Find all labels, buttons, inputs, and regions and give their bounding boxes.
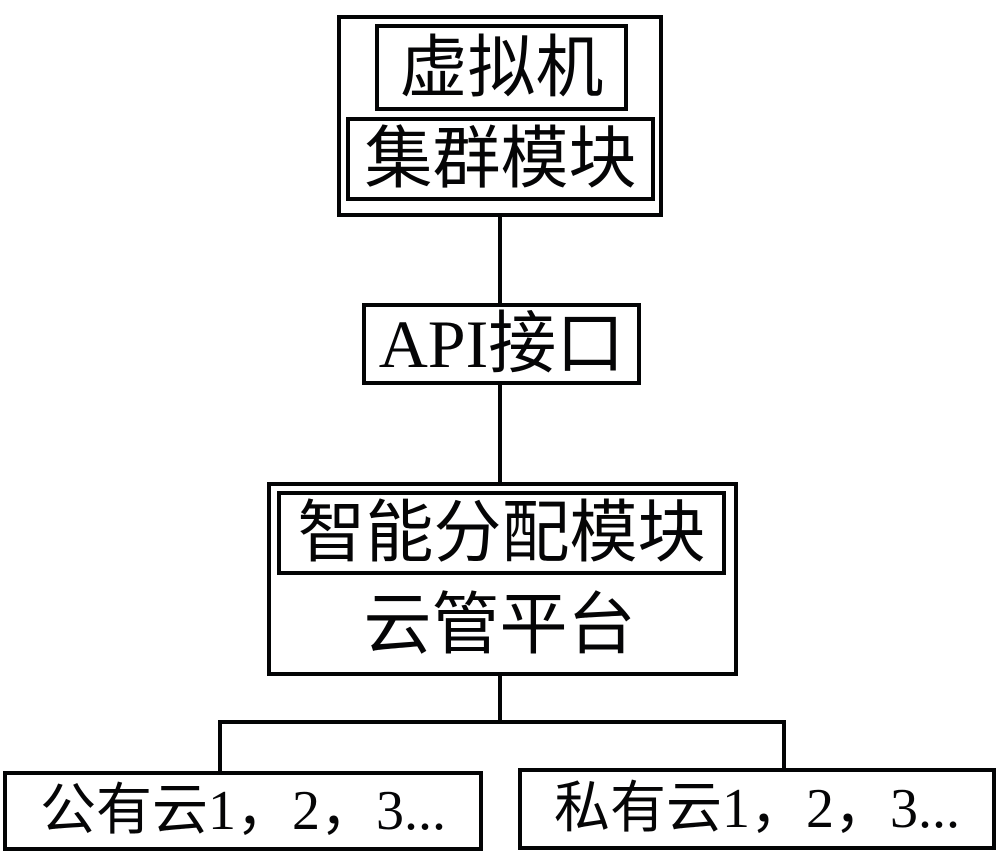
edge-hbar-to-public [218, 720, 222, 771]
api-label: API接口 [379, 310, 625, 378]
alloc-module-label: 智能分配模块 [297, 499, 705, 567]
edge-cluster-to-api [498, 216, 502, 303]
alloc-module-box: 智能分配模块 [277, 491, 726, 575]
vm-box: 虚拟机 [375, 24, 628, 111]
public-cloud-label: 公有云1，2，3... [40, 783, 446, 839]
public-cloud-box: 公有云1，2，3... [3, 771, 483, 851]
edge-platform-to-hbar [498, 675, 502, 722]
vm-label: 虚拟机 [399, 34, 603, 102]
api-box: API接口 [362, 303, 641, 385]
cluster-module-label: 集群模块 [364, 125, 636, 193]
private-cloud-box: 私有云1，2，3... [518, 768, 996, 850]
cluster-module-box: 集群模块 [346, 117, 655, 201]
cloud-platform-label: 云管平台 [363, 591, 635, 659]
cloud-platform-text: 云管平台 [343, 590, 656, 660]
private-cloud-label: 私有云1，2，3... [554, 781, 960, 837]
edge-hbar-to-private [782, 720, 786, 768]
edge-api-to-platform [498, 384, 502, 482]
edge-hbar [218, 720, 786, 724]
